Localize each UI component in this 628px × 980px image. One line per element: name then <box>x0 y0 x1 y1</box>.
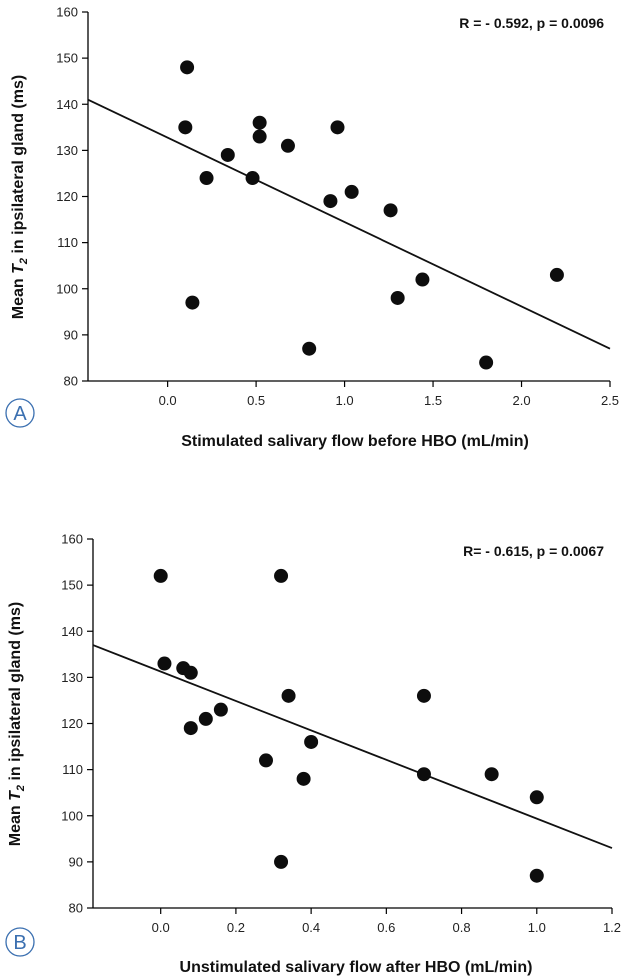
panel-b-x-tick-label: 0.4 <box>302 920 320 935</box>
panel-a-y-tick-label: 80 <box>64 374 78 389</box>
panel-b-data-point <box>281 688 296 703</box>
panel-a-data-point <box>280 138 295 153</box>
panel-a-data-point <box>199 171 214 186</box>
panel-b-x-tick-label: 0.8 <box>453 920 471 935</box>
panel-a-y-title-prefix: Mean <box>10 274 27 319</box>
panel-b-data-point <box>198 711 213 726</box>
panel-a-data-point <box>252 129 267 144</box>
panel-a-x-tick-label: 0.0 <box>159 393 177 408</box>
panel-b-y-tick-label: 140 <box>61 624 83 639</box>
panel-b-data-point <box>296 771 311 786</box>
panel-b-y-tick-label: 90 <box>69 854 83 869</box>
panel-a-label-badge: A <box>5 398 35 428</box>
panel-b-y-tick-label: 80 <box>69 901 83 916</box>
panel-b-data-point <box>529 790 544 805</box>
panel-b-x-tick-label: 0.0 <box>152 920 170 935</box>
panel-b-data-point <box>304 734 319 749</box>
panel-a-data-point <box>185 295 200 310</box>
panel-b-y-title-suffix: in ipsilateral gland (ms) <box>7 602 24 785</box>
panel-b-data-point <box>274 854 289 869</box>
panel-b-x-tick-label: 0.2 <box>227 920 245 935</box>
panel-a-data-point <box>415 272 430 287</box>
panel-a-x-axis-title: Stimulated salivary flow before HBO (mL/… <box>181 433 529 450</box>
panel-b-y-axis-title: Mean T2 in ipsilateral gland (ms) <box>7 602 27 846</box>
panel-b-data-point <box>274 568 289 583</box>
panel-a-data-point <box>479 355 494 370</box>
panel-a-y-ticks: 80 90 100 110 120 130 140 150 160 <box>56 5 88 389</box>
panel-a-data-point <box>323 194 338 209</box>
panel-a-data-point <box>178 120 193 135</box>
panel-b-y-tick-label: 150 <box>61 578 83 593</box>
panel-a-y-tick-label: 130 <box>56 143 78 158</box>
panel-b-data-point <box>529 868 544 883</box>
panel-a-letter: A <box>13 403 27 425</box>
panel-a-x-tick-label: 1.0 <box>336 393 354 408</box>
panel-a-data-point <box>390 290 405 305</box>
panel-b-regression-line <box>92 644 613 849</box>
panel-a-x-tick-label: 1.5 <box>424 393 442 408</box>
panel-a-x-tick-label: 0.5 <box>247 393 265 408</box>
panel-a-data-points <box>178 60 564 370</box>
panel-a-data-point <box>302 341 317 356</box>
panel-b-badge-circle <box>5 927 35 957</box>
panel-b-y-ticks: 80 90 100 110 120 130 140 150 160 <box>61 532 93 916</box>
panel-b-data-point <box>416 767 431 782</box>
panel-a-y-tick-label: 120 <box>56 189 78 204</box>
panel-b-y-tick-label: 100 <box>61 808 83 823</box>
panel-b-data-point <box>183 721 198 736</box>
panel-a-y-title-suffix: in ipsilateral gland (ms) <box>10 75 27 258</box>
panel-b-x-ticks: 0.0 0.2 0.4 0.6 0.8 1.0 1.2 <box>152 908 621 935</box>
panel-a-data-point <box>220 147 235 162</box>
panel-a-y-tick-label: 150 <box>56 51 78 66</box>
panel-b-stat-annotation: R= - 0.615, p = 0.0067 <box>463 543 604 559</box>
panel-b-label-badge: B <box>5 927 35 957</box>
panel-b-y-tick-label: 130 <box>61 670 83 685</box>
panel-a-data-point <box>344 184 359 199</box>
panel-a-regression-line <box>87 98 611 350</box>
panel-b-y-title-sub: 2 <box>15 785 27 792</box>
panel-a-badge-circle <box>5 398 35 428</box>
panel-a-y-title-var: T <box>10 263 27 274</box>
panel-b-data-point <box>416 688 431 703</box>
panel-b-data-point <box>484 767 499 782</box>
panel-a-y-tick-label: 90 <box>64 327 78 342</box>
panel-a-y-title-sub: 2 <box>18 258 30 265</box>
panel-b-y-title-var: T <box>7 790 24 801</box>
panel-b-data-point <box>259 753 273 768</box>
panel-b-data-point <box>213 702 228 717</box>
panel-b-data-point <box>157 656 172 671</box>
panel-b-y-title-prefix: Mean <box>7 801 24 846</box>
panel-a: 80 90 100 110 120 130 140 150 160 0.0 0.5 1.0 1.5 2.… <box>5 5 619 450</box>
panel-b-letter: B <box>13 932 26 954</box>
panel-a-y-tick-label: 110 <box>57 235 78 250</box>
panel-a-data-point <box>549 267 564 282</box>
panel-b-y-tick-label: 120 <box>61 716 83 731</box>
panel-b-x-tick-label: 0.6 <box>377 920 395 935</box>
panel-a-y-tick-label: 140 <box>56 97 78 112</box>
panel-a-data-point <box>383 203 398 218</box>
panel-b-y-tick-label: 110 <box>62 762 83 777</box>
panel-a-y-tick-label: 160 <box>56 5 78 20</box>
panel-a-x-ticks: 0.0 0.5 1.0 1.5 2.0 2.5 <box>159 381 619 408</box>
panel-a-y-axis-title: Mean T2 in ipsilateral gland (ms) <box>10 75 30 319</box>
panel-a-x-tick-label: 2.0 <box>512 393 530 408</box>
panel-a-data-point <box>330 120 345 135</box>
panel-b-x-axis-title: Unstimulated salivary flow after HBO (mL… <box>180 959 533 976</box>
panel-b-x-tick-label: 1.0 <box>528 920 546 935</box>
panel-b-x-tick-label: 1.2 <box>603 920 621 935</box>
panel-a-stat-annotation: R = - 0.592, p = 0.0096 <box>459 15 604 31</box>
panel-a-data-point <box>180 60 195 75</box>
panel-b-data-point <box>183 665 198 680</box>
panel-a-data-point <box>245 171 260 186</box>
panel-a-data-point <box>252 115 267 130</box>
panel-a-x-tick-label: 2.5 <box>601 393 619 408</box>
panel-a-y-tick-label: 100 <box>56 281 78 296</box>
panel-b-data-points <box>153 568 544 883</box>
panel-b-y-tick-label: 160 <box>61 532 83 547</box>
panel-b-data-point <box>153 568 168 583</box>
